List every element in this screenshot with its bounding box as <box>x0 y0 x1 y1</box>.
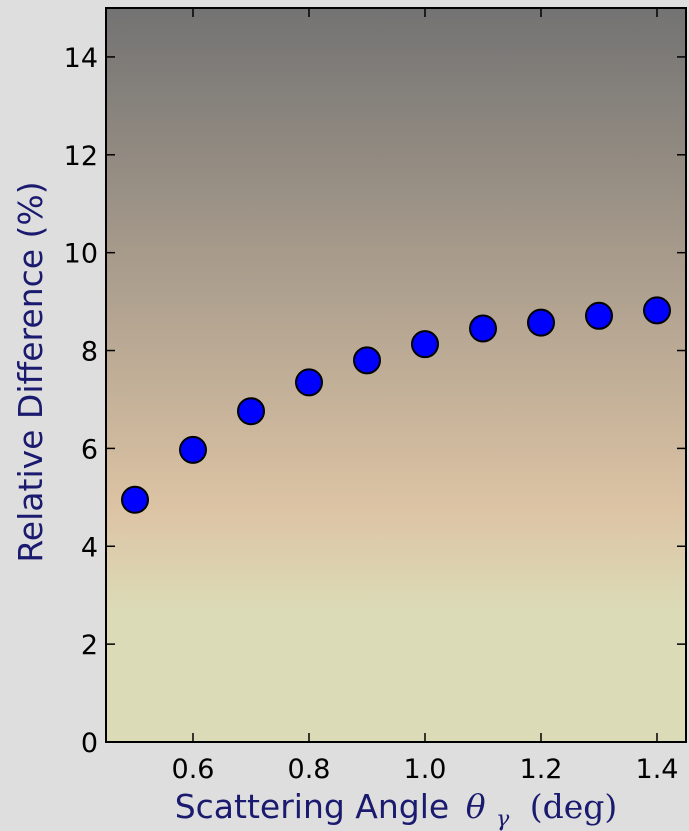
plot-background <box>106 8 686 742</box>
x-axis-tick-labels: 0.6 0.8 1.0 1.2 1.4 <box>172 754 679 785</box>
x-axis-ticks <box>192 8 658 742</box>
data-points <box>121 296 671 514</box>
y-tick-label: 4 <box>81 532 98 563</box>
data-point <box>121 485 149 514</box>
data-point <box>585 301 613 330</box>
data-point <box>179 435 207 464</box>
x-tick-label: 0.6 <box>172 754 215 785</box>
data-point <box>237 397 265 426</box>
data-point <box>527 308 555 337</box>
data-point <box>353 346 381 375</box>
x-tick-label: 0.8 <box>288 754 331 785</box>
y-tick-label: 2 <box>81 630 98 661</box>
y-tick-label: 8 <box>81 337 98 368</box>
data-point <box>469 314 497 343</box>
plot-frame <box>105 7 687 743</box>
y-tick-label: 14 <box>64 43 98 74</box>
y-axis-tick-labels: 0 2 4 6 8 10 12 14 <box>64 43 98 759</box>
x-axis-label-text: Scattering Angle <box>175 787 450 826</box>
x-axis-label-subscript: γ <box>496 807 510 831</box>
y-tick-label: 6 <box>81 434 98 465</box>
data-point <box>295 368 323 397</box>
x-tick-label: 1.0 <box>404 754 447 785</box>
y-axis-label: Relative Difference (%) <box>11 181 50 562</box>
y-tick-label: 0 <box>81 728 98 759</box>
x-axis-label: Scattering Angle θ γ (deg) <box>175 787 618 831</box>
x-axis-label-symbol: θ <box>466 787 486 826</box>
x-tick-label: 1.2 <box>520 754 563 785</box>
x-axis-label-unit: (deg) <box>530 787 618 826</box>
data-point <box>643 296 671 325</box>
y-tick-label: 12 <box>64 141 98 172</box>
data-point <box>411 330 439 359</box>
x-tick-label: 1.4 <box>636 754 679 785</box>
y-tick-label: 10 <box>64 239 98 270</box>
